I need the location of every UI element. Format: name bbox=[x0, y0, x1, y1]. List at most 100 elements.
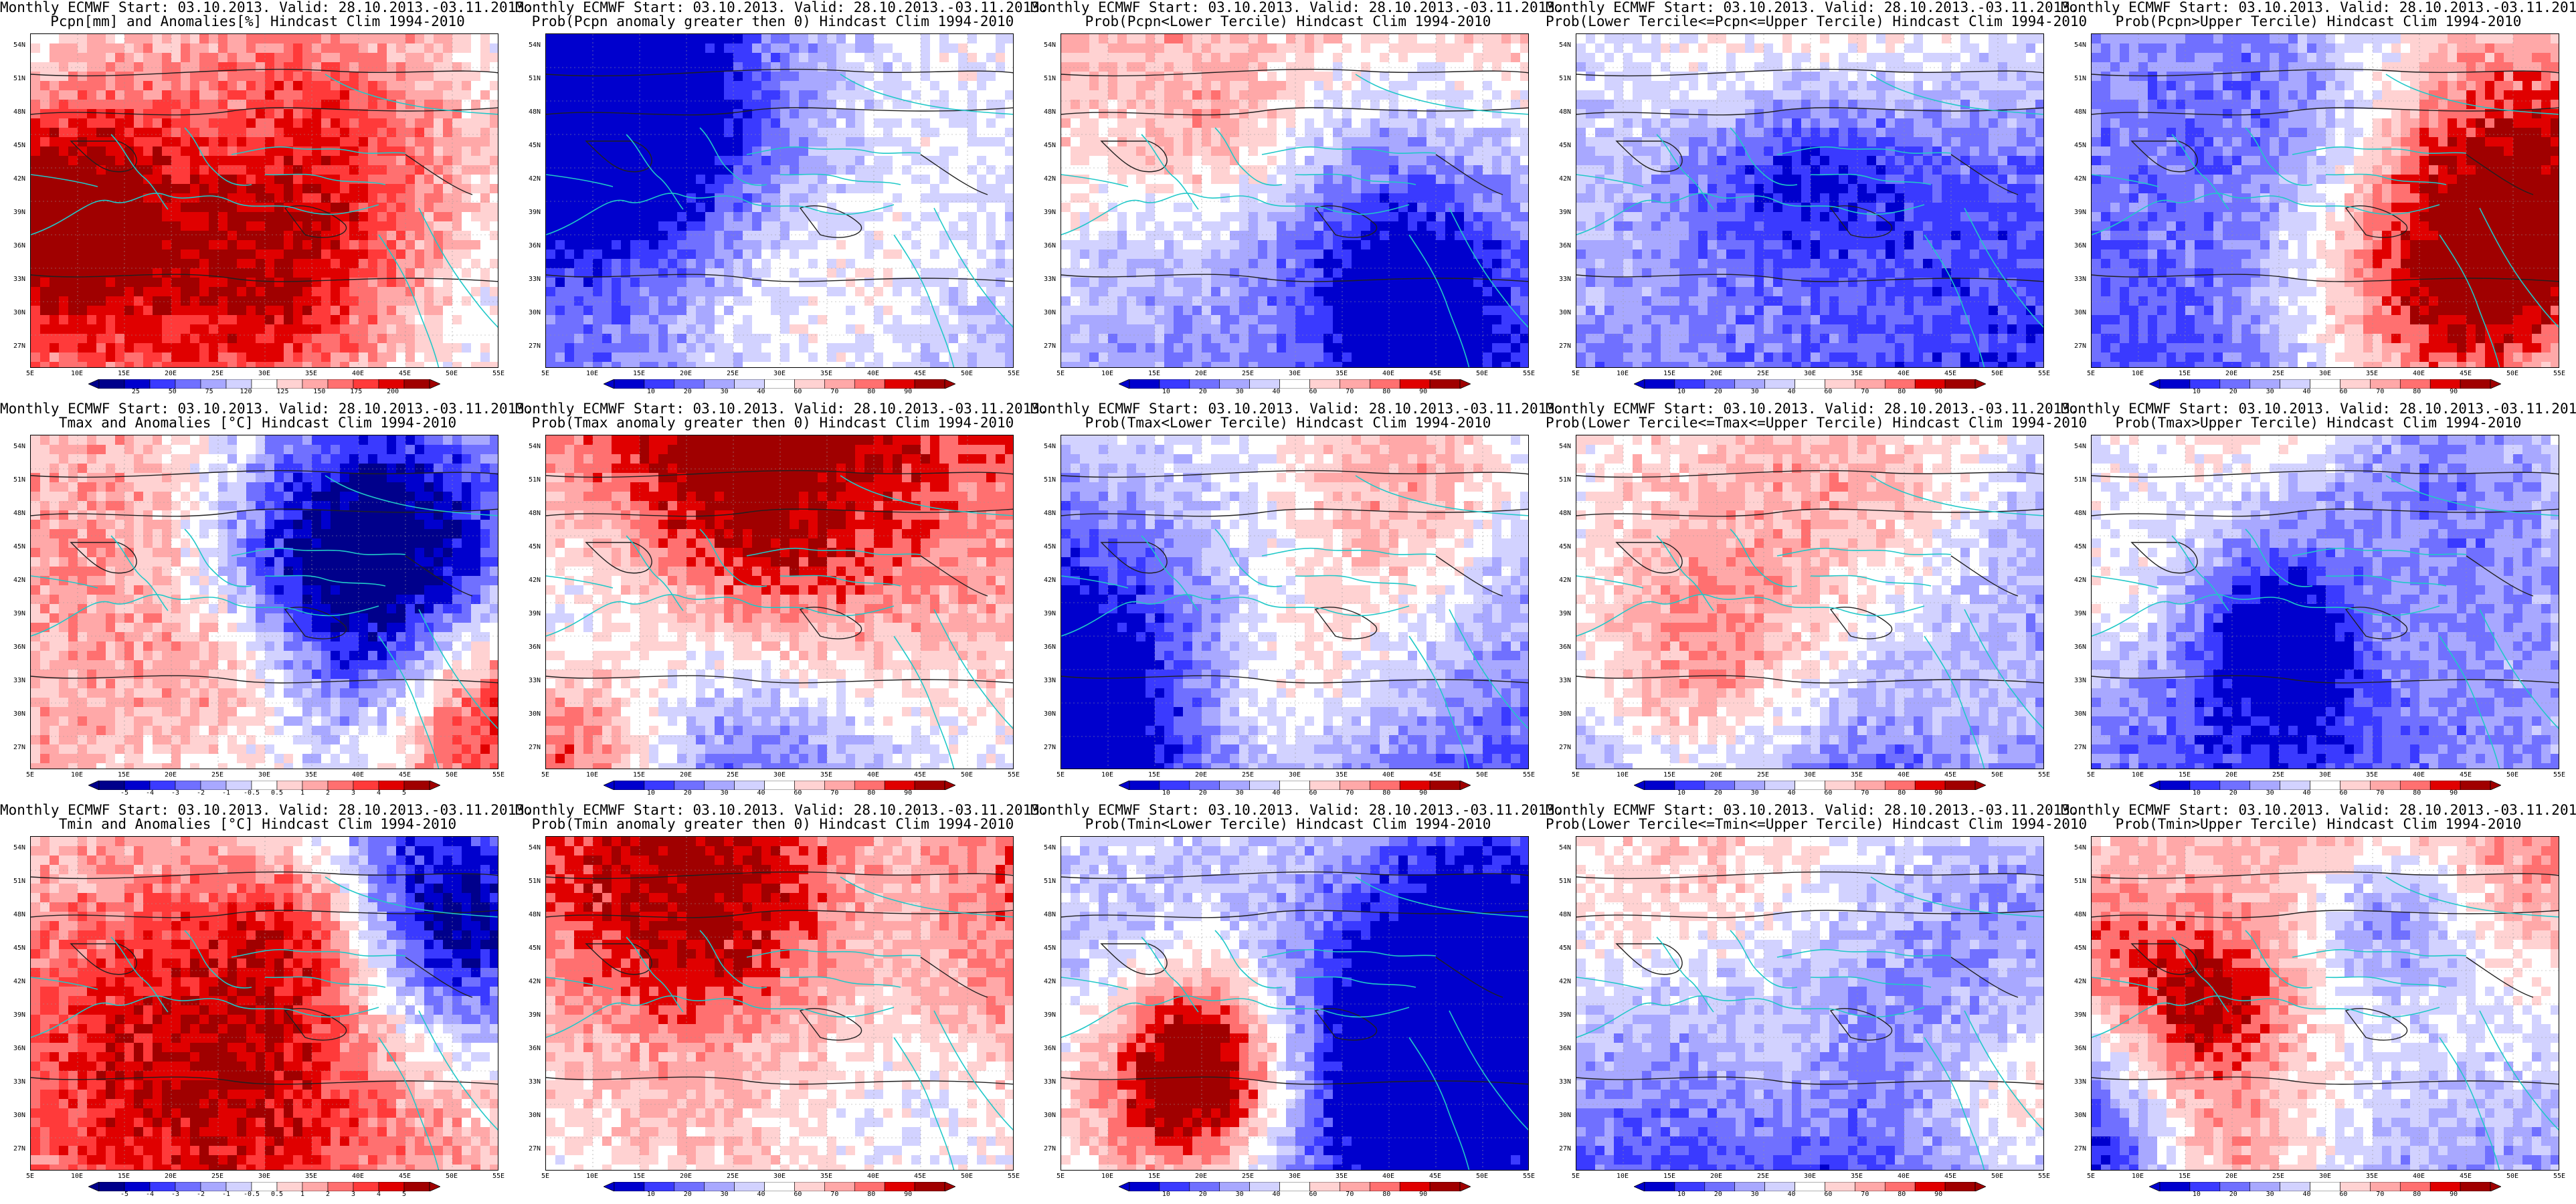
lon-tick-label: 25E bbox=[1242, 370, 1254, 377]
lat-tick-label: 45N bbox=[529, 543, 541, 550]
colorbar-label: 70 bbox=[2376, 789, 2384, 797]
colorbar-label: 120 bbox=[240, 388, 252, 395]
colorbar-label: 20 bbox=[2229, 789, 2237, 797]
colorbar-label: 20 bbox=[684, 1191, 692, 1198]
coastline bbox=[31, 977, 98, 990]
colorbar-label: 90 bbox=[2450, 388, 2458, 395]
coastline bbox=[1964, 207, 2043, 328]
lat-tick-label: 30N bbox=[529, 1112, 541, 1119]
coastline bbox=[264, 976, 386, 988]
colorbar-swatch bbox=[1795, 780, 1825, 791]
lat-tick-label: 51N bbox=[529, 476, 541, 484]
colorbar-swatch bbox=[1399, 1181, 1431, 1192]
lon-tick-label: 15E bbox=[118, 370, 130, 377]
map-panel: Monthly ECMWF Start: 03.10.2013. Valid: … bbox=[2061, 803, 2576, 1204]
coastline bbox=[2171, 936, 2229, 1013]
colorbar-swatch bbox=[824, 1181, 855, 1192]
contour-line bbox=[546, 470, 1013, 478]
colorbar-swatch bbox=[1189, 1181, 1220, 1192]
panel-title-line2: Prob(Pcpn>Upper Tercile) Hindcast Clim 1… bbox=[2061, 14, 2576, 29]
colorbar-label: 20 bbox=[1714, 789, 1722, 797]
coastline bbox=[184, 930, 252, 989]
colorbar-swatch bbox=[1914, 780, 1946, 791]
map-field bbox=[2092, 34, 2559, 367]
lat-tick-label: 48N bbox=[529, 510, 541, 517]
colorbar-label: 40 bbox=[1788, 1191, 1796, 1198]
colorbar-label: 40 bbox=[757, 789, 765, 797]
colorbar-swatch bbox=[403, 379, 430, 389]
coastline bbox=[546, 193, 895, 235]
coastline bbox=[2092, 977, 2159, 990]
colorbar-cap-high bbox=[1459, 379, 1471, 389]
map-field bbox=[1576, 34, 2043, 367]
forecast-map bbox=[30, 836, 498, 1171]
lat-tick-label: 30N bbox=[1559, 710, 1571, 718]
lat-tick-label: 33N bbox=[2074, 276, 2086, 283]
contour-line bbox=[31, 68, 498, 77]
lat-tick-label: 54N bbox=[529, 41, 541, 49]
lat-tick-label: 48N bbox=[2074, 108, 2086, 116]
map-field bbox=[31, 34, 498, 367]
contour-line bbox=[1576, 675, 2043, 684]
colorbar-label: 80 bbox=[867, 789, 875, 797]
lon-tick-label: 30E bbox=[258, 1173, 270, 1180]
colorbar-label: 60 bbox=[1309, 388, 1317, 395]
colorbar-label: 80 bbox=[867, 388, 875, 395]
lon-tick-label: 30E bbox=[258, 370, 270, 377]
colorbar-graphic bbox=[603, 379, 956, 389]
colorbar-label: 70 bbox=[1346, 1191, 1354, 1198]
contour-line bbox=[1061, 910, 1528, 918]
colorbar-swatch bbox=[403, 780, 430, 791]
lon-tick-label: 45E bbox=[399, 1173, 411, 1180]
colorbar-label: 20 bbox=[1714, 388, 1722, 395]
contour-line bbox=[2466, 957, 2534, 998]
colorbar-swatch bbox=[1704, 1181, 1736, 1192]
lat-tick-label: 51N bbox=[13, 476, 25, 484]
colorbar-swatch bbox=[854, 379, 885, 389]
lat-tick-label: 36N bbox=[13, 242, 25, 249]
lat-tick-label: 33N bbox=[529, 1078, 541, 1086]
colorbar-label: 90 bbox=[904, 1191, 912, 1198]
lat-tick-label: 48N bbox=[1559, 108, 1571, 116]
colorbar bbox=[1633, 379, 1987, 389]
forecast-map bbox=[1576, 33, 2044, 368]
colorbar-swatch bbox=[378, 1181, 405, 1192]
colorbar-label: 10 bbox=[1677, 1191, 1685, 1198]
lon-tick-label: 30E bbox=[2319, 1173, 2331, 1180]
colorbar-swatch bbox=[794, 780, 825, 791]
colorbar-swatch bbox=[1734, 1181, 1765, 1192]
colorbar-label: 60 bbox=[1824, 1191, 1832, 1198]
colorbar-swatch bbox=[644, 780, 675, 791]
lon-tick-label: 50E bbox=[1476, 370, 1488, 377]
colorbar-graphic bbox=[2148, 780, 2502, 791]
lon-tick-label: 25E bbox=[1757, 370, 1769, 377]
panel-title-line2: Prob(Tmax<Lower Tercile) Hindcast Clim 1… bbox=[1030, 415, 1546, 430]
map-field bbox=[1061, 34, 1528, 367]
lat-tick-label: 54N bbox=[1559, 41, 1571, 49]
colorbar-cap-high bbox=[2490, 379, 2502, 389]
colorbar-label: 30 bbox=[1236, 388, 1244, 395]
contour-line bbox=[1829, 607, 1893, 639]
colorbar-label: 60 bbox=[1824, 388, 1832, 395]
contour-line bbox=[585, 943, 652, 975]
lat-tick-label: 45N bbox=[13, 142, 25, 149]
lat-tick-label: 36N bbox=[529, 643, 541, 651]
colorbar-swatch bbox=[1825, 379, 1855, 389]
contour-line bbox=[1100, 542, 1168, 574]
colorbar-swatch bbox=[824, 780, 855, 791]
lat-tick-label: 45N bbox=[2074, 543, 2086, 550]
colorbar-swatch bbox=[1399, 780, 1431, 791]
lat-tick-label: 39N bbox=[13, 209, 25, 216]
lat-tick-label: 54N bbox=[13, 443, 25, 450]
lat-tick-label: 51N bbox=[1044, 878, 1056, 885]
lon-tick-label: 40E bbox=[352, 1173, 364, 1180]
lon-tick-label: 10E bbox=[1101, 370, 1113, 377]
colorbar-swatch bbox=[2429, 780, 2461, 791]
coastline bbox=[1870, 74, 2043, 115]
colorbar-swatch bbox=[1189, 379, 1220, 389]
colorbar-swatch bbox=[1855, 1181, 1885, 1192]
panel-title-line2: Prob(Pcpn anomaly greater then 0) Hindca… bbox=[515, 14, 1030, 29]
lon-tick-label: 50E bbox=[446, 370, 458, 377]
colorbar-swatch bbox=[1764, 379, 1795, 389]
coastline bbox=[110, 535, 169, 611]
